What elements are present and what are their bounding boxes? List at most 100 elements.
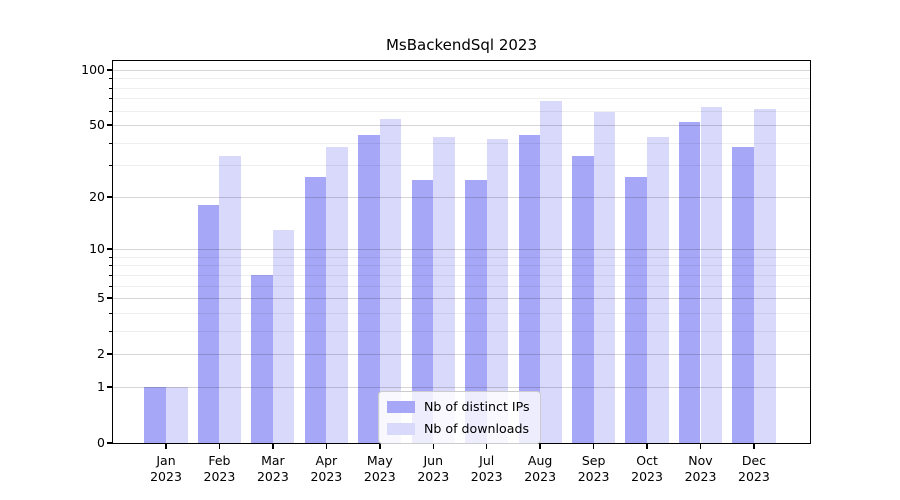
gridline-major-2 [113, 354, 810, 356]
x-tick-label-oct: Oct 2023 [631, 453, 663, 484]
y-minor-tick-mark-6 [109, 285, 112, 287]
legend-swatch-distinct-ips [387, 400, 415, 413]
x-tick-mark-apr [325, 444, 328, 449]
bar-distinct-ips-jun [411, 179, 434, 443]
y-minor-tick-mark-4 [109, 312, 112, 314]
gridline-minor-8 [113, 265, 810, 267]
bar-downloads-may [379, 119, 402, 443]
y-minor-tick-mark-80 [109, 87, 112, 89]
gridline-major-5 [113, 298, 810, 300]
x-tick-label-jan: Jan 2023 [150, 453, 182, 484]
bars-layer [113, 61, 810, 443]
x-tick-mark-feb [218, 444, 221, 449]
gridline-minor-40 [113, 142, 810, 144]
y-tick-label-10: 10 [89, 241, 105, 257]
x-tick-mark-may [379, 444, 381, 449]
x-tick-mark-mar [272, 444, 274, 449]
x-tick-label-jul: Jul 2023 [470, 453, 503, 484]
y-tick-label-2: 2 [97, 346, 105, 362]
y-minor-tick-mark-30 [109, 165, 112, 167]
gridline-minor-80 [113, 87, 810, 89]
bar-distinct-ips-mar [251, 274, 273, 443]
y-minor-tick-mark-9 [109, 256, 112, 258]
gridline-major-100 [113, 69, 810, 71]
x-tick-label-feb: Feb 2023 [203, 453, 236, 484]
y-minor-tick-mark-7 [109, 274, 112, 276]
bar-distinct-ips-sep [572, 155, 594, 443]
gridline-major-1 [113, 386, 810, 388]
bar-downloads-dec [753, 109, 776, 443]
legend-label-distinct-ips: Nb of distinct IPs [424, 399, 530, 414]
gridline-minor-70 [113, 98, 810, 100]
gridline-major-50 [113, 125, 810, 127]
y-tick-mark-1 [107, 386, 112, 388]
y-minor-tick-mark-40 [109, 142, 112, 144]
bar-downloads-apr [326, 146, 348, 443]
legend-row-distinct-ips: Nb of distinct IPs [387, 399, 530, 414]
y-tick-label-20: 20 [89, 188, 105, 204]
bar-downloads-jan [166, 386, 188, 443]
x-tick-mark-oct [646, 444, 648, 449]
x-tick-mark-jan [165, 444, 167, 449]
legend-label-downloads: Nb of downloads [424, 421, 530, 436]
y-minor-tick-mark-8 [109, 265, 112, 267]
y-tick-label-0: 0 [97, 435, 105, 450]
y-tick-mark-100 [107, 69, 112, 71]
gridline-minor-9 [113, 256, 810, 258]
legend-swatch-downloads [387, 422, 415, 435]
gridline-minor-30 [113, 165, 810, 167]
bar-distinct-ips-aug [518, 135, 541, 443]
bar-downloads-sep [593, 112, 616, 443]
bar-downloads-oct [647, 137, 669, 443]
gridline-minor-4 [113, 312, 810, 314]
legend: Nb of distinct IPs Nb of downloads [378, 391, 541, 444]
gridline-minor-7 [113, 274, 810, 276]
y-minor-tick-mark-60 [109, 110, 112, 112]
x-tick-label-apr: Apr 2023 [310, 453, 343, 484]
bar-distinct-ips-jul [465, 179, 487, 443]
x-tick-mark-nov [699, 444, 702, 449]
y-minor-tick-mark-90 [109, 78, 112, 80]
y-minor-tick-mark-70 [109, 98, 112, 100]
grid-layer [113, 61, 810, 443]
gridline-major-10 [113, 249, 810, 251]
x-tick-label-nov: Nov 2023 [684, 453, 717, 484]
x-tick-mark-jun [432, 444, 434, 449]
bar-distinct-ips-jan [144, 386, 166, 443]
x-tick-label-mar: Mar 2023 [256, 453, 289, 484]
x-tick-label-dec: Dec 2023 [738, 453, 770, 484]
gridline-minor-90 [113, 78, 810, 80]
y-minor-tick-mark-3 [109, 330, 112, 332]
bar-downloads-aug [540, 100, 562, 443]
chart-title: MsBackendSql 2023 [385, 36, 538, 54]
bar-distinct-ips-feb [197, 205, 220, 443]
y-tick-mark-10 [107, 248, 112, 250]
y-tick-mark-20 [107, 196, 112, 198]
gridline-minor-3 [113, 330, 810, 332]
bar-downloads-jul [486, 139, 509, 443]
x-tick-label-may: May 2023 [363, 453, 396, 484]
gridline-major-20 [113, 196, 810, 198]
bar-distinct-ips-dec [732, 146, 754, 443]
bar-downloads-jun [433, 137, 455, 443]
bar-distinct-ips-apr [304, 176, 327, 443]
plot-area [113, 61, 810, 443]
y-tick-label-1: 1 [97, 378, 105, 394]
bar-downloads-mar [272, 229, 295, 443]
x-tick-mark-sep [592, 444, 595, 449]
gridline-minor-60 [113, 110, 810, 112]
y-tick-mark-0 [107, 442, 112, 444]
x-tick-label-jun: Jun 2023 [417, 453, 450, 484]
y-tick-mark-2 [107, 353, 112, 355]
y-tick-mark-50 [107, 124, 112, 126]
legend-row-downloads: Nb of downloads [387, 421, 530, 436]
y-tick-label-100: 100 [81, 61, 105, 77]
bar-downloads-feb [219, 155, 242, 443]
bar-distinct-ips-may [358, 135, 380, 443]
x-tick-mark-jul [485, 444, 488, 449]
y-tick-mark-5 [107, 297, 112, 299]
bar-distinct-ips-nov [678, 122, 701, 443]
x-tick-label-aug: Aug 2023 [524, 453, 557, 484]
bar-downloads-nov [700, 106, 723, 443]
